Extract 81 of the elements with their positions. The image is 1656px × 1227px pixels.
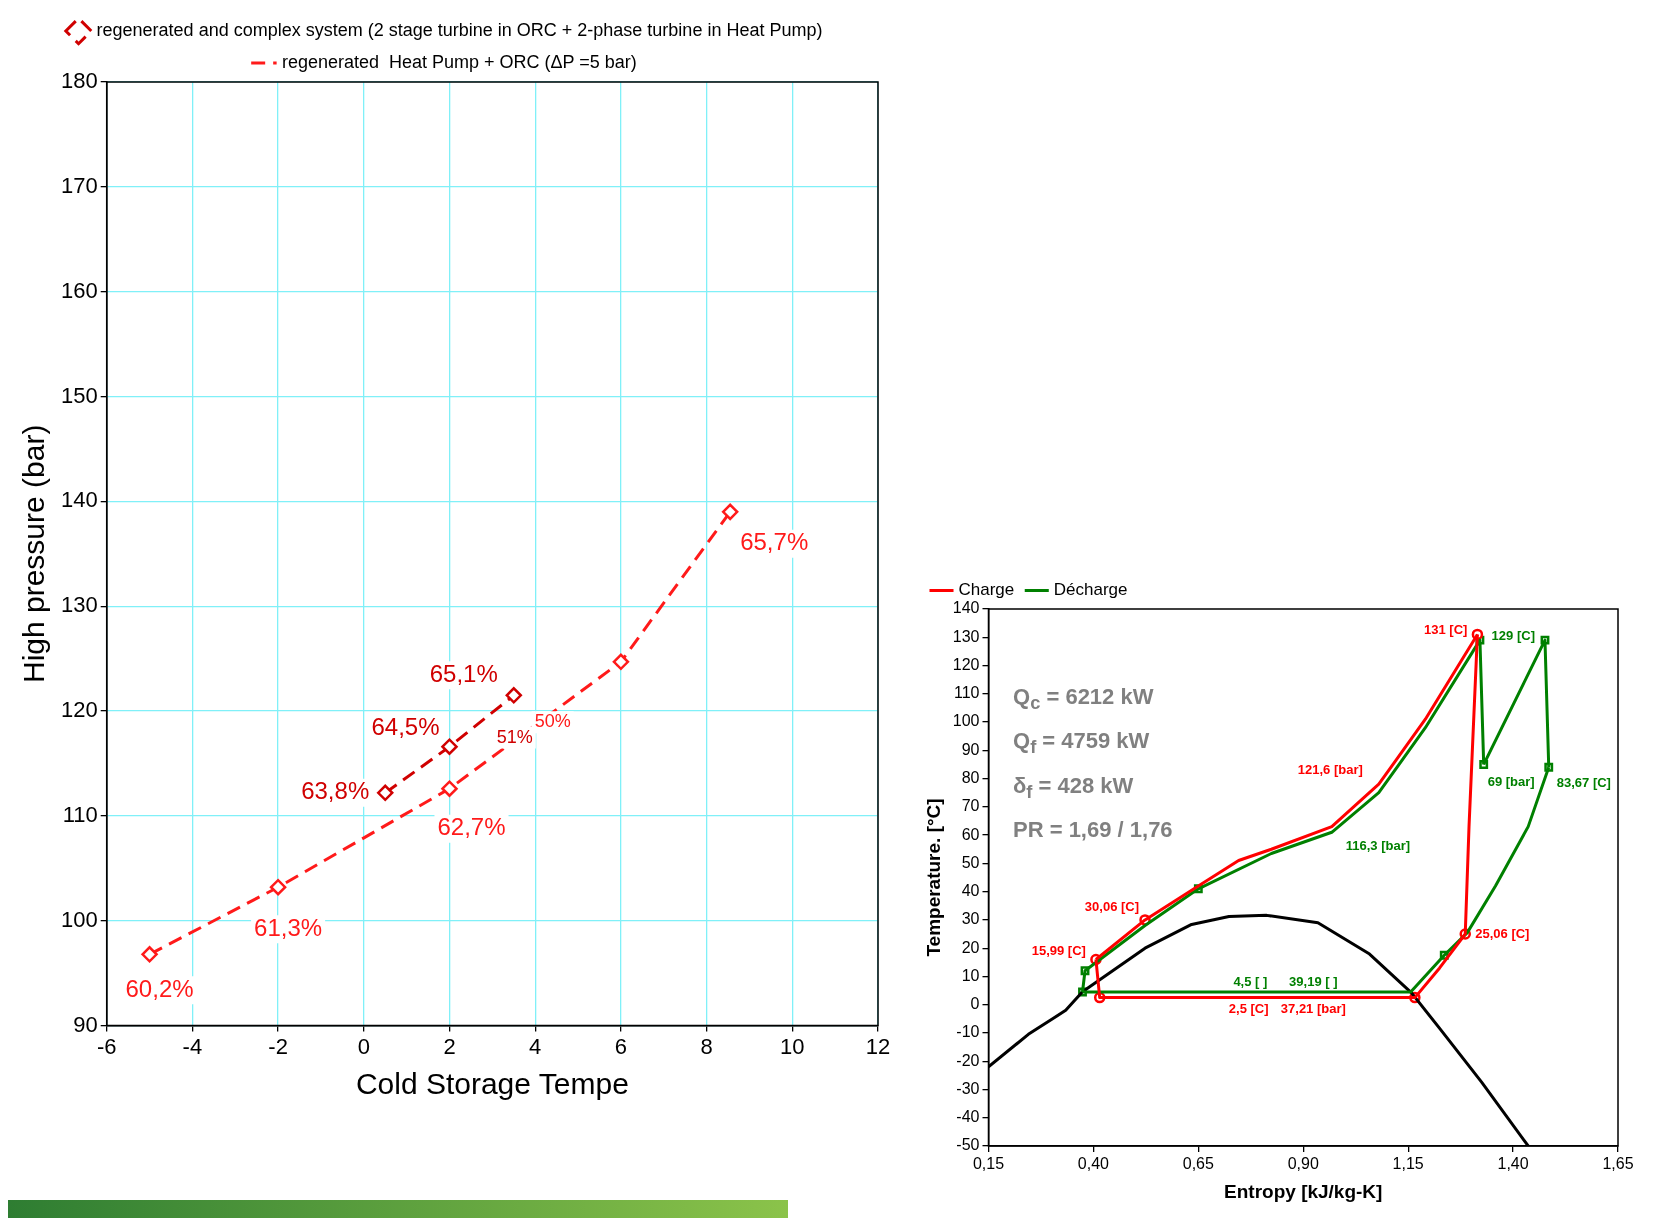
- y-tick-label: 110: [953, 684, 980, 702]
- y-tick-label: -20: [956, 1051, 980, 1069]
- annotation: 51%: [496, 726, 533, 747]
- y-tick-label: 60: [961, 825, 980, 843]
- annotation: 63,8%: [301, 777, 370, 805]
- y-tick-label: 10: [961, 966, 980, 984]
- annotation: Q$_{f}$ = 4759 kW: [1013, 727, 1151, 760]
- legend-label: Charge: [958, 580, 1015, 600]
- y-tick-label: 170: [60, 172, 98, 198]
- x-tick-label: 4: [529, 1033, 542, 1059]
- y-tick-label: 80: [961, 768, 980, 786]
- y-tick-label: 140: [60, 487, 98, 513]
- y-tick-label: 120: [952, 655, 980, 673]
- annotation: 2,5 [C]: [1228, 1001, 1269, 1017]
- annotation: Q$_{c}$ = 6212 kW: [1013, 683, 1155, 716]
- x-tick-label: -4: [182, 1033, 203, 1059]
- x-tick-label: 12: [865, 1033, 891, 1059]
- annotation: 121,6 [bar]: [1297, 761, 1363, 777]
- x-tick-label: 10: [780, 1033, 805, 1059]
- x-tick-label: 2: [443, 1033, 456, 1059]
- x-tick-label: -2: [268, 1033, 288, 1059]
- y-tick-label: 160: [60, 277, 98, 303]
- x-tick-label: -6: [96, 1033, 117, 1059]
- x-tick-label: 8: [700, 1033, 713, 1059]
- x-tick-label: 0: [357, 1033, 370, 1059]
- y-tick-label: 130: [952, 627, 980, 645]
- annotation: 30,06 [C]: [1084, 899, 1140, 915]
- annotation: δ$_{f}$ = 428 kW: [1013, 771, 1135, 805]
- y-axis-title: High pressure (bar): [17, 424, 51, 684]
- y-tick-label: 140: [952, 599, 980, 617]
- y-tick-label: 0: [970, 995, 980, 1013]
- annotation: 60,2%: [125, 974, 194, 1002]
- x-tick-label: 0,15: [972, 1155, 1005, 1173]
- y-tick-label: 100: [60, 906, 98, 932]
- annotation: 129 [C]: [1491, 627, 1535, 643]
- annotation: 25,06 [C]: [1475, 925, 1530, 941]
- x-tick-label: 1,65: [1602, 1155, 1634, 1173]
- y-tick-label: -50: [956, 1136, 980, 1154]
- annotation: 65,1%: [429, 659, 498, 687]
- y-axis-title: Temperature. [°C]: [922, 798, 944, 957]
- y-tick-label: -10: [956, 1023, 980, 1041]
- annotation: 131 [C]: [1424, 622, 1468, 638]
- annotation: 61,3%: [254, 913, 323, 941]
- y-tick-label: 150: [60, 382, 98, 408]
- x-tick-label: 1,15: [1392, 1155, 1424, 1173]
- x-tick-label: 1,40: [1497, 1155, 1529, 1173]
- y-tick-label: -30: [956, 1079, 980, 1097]
- annotation: 37,21 [bar]: [1280, 1001, 1346, 1017]
- annotation: 116,3 [bar]: [1345, 837, 1411, 853]
- y-tick-label: 180: [60, 68, 98, 94]
- y-tick-label: 20: [961, 938, 980, 956]
- x-tick-label: 0,40: [1077, 1155, 1110, 1173]
- y-tick-label: 30: [961, 910, 980, 928]
- annotation: 65,7%: [740, 528, 809, 556]
- y-tick-label: 110: [62, 801, 98, 827]
- legend-label: Décharge: [1053, 580, 1128, 600]
- x-axis-title: Cold Storage Tempe: [355, 1067, 629, 1101]
- y-tick-label: 130: [60, 592, 98, 618]
- y-tick-label: -40: [956, 1108, 980, 1126]
- y-tick-label: 90: [73, 1011, 98, 1037]
- y-tick-label: 120: [60, 697, 98, 723]
- x-tick-label: 0,90: [1287, 1155, 1319, 1173]
- x-axis-title: Entropy [kJ/kg-K]: [1224, 1180, 1383, 1202]
- annotation: PR = 1,69 / 1,76: [1013, 816, 1173, 845]
- annotation: 50%: [534, 711, 571, 732]
- x-tick-label: 6: [614, 1033, 628, 1059]
- legend-label: regenerated Heat Pump + ORC (ΔP =5 bar): [281, 51, 637, 72]
- annotation: 83,67 [C]: [1556, 774, 1611, 790]
- y-tick-label: 100: [952, 712, 980, 730]
- annotation: 4,5 [ ]: [1233, 973, 1268, 989]
- annotation: 62,7%: [437, 813, 506, 841]
- annotation: 69 [bar]: [1487, 774, 1535, 790]
- annotation: 64,5%: [371, 713, 440, 741]
- x-tick-label: 0,65: [1182, 1155, 1214, 1173]
- y-tick-label: 50: [961, 853, 980, 871]
- y-tick-label: 90: [961, 740, 980, 758]
- y-tick-label: 70: [961, 797, 980, 815]
- legend-label: regenerated and complex system (2 stage turbine in ORC + 2-phase turbine in Heat Pump): [96, 19, 823, 40]
- annotation: 15,99 [C]: [1031, 943, 1086, 959]
- y-tick-label: 40: [961, 882, 980, 900]
- annotation: 39,19 [ ]: [1289, 973, 1338, 989]
